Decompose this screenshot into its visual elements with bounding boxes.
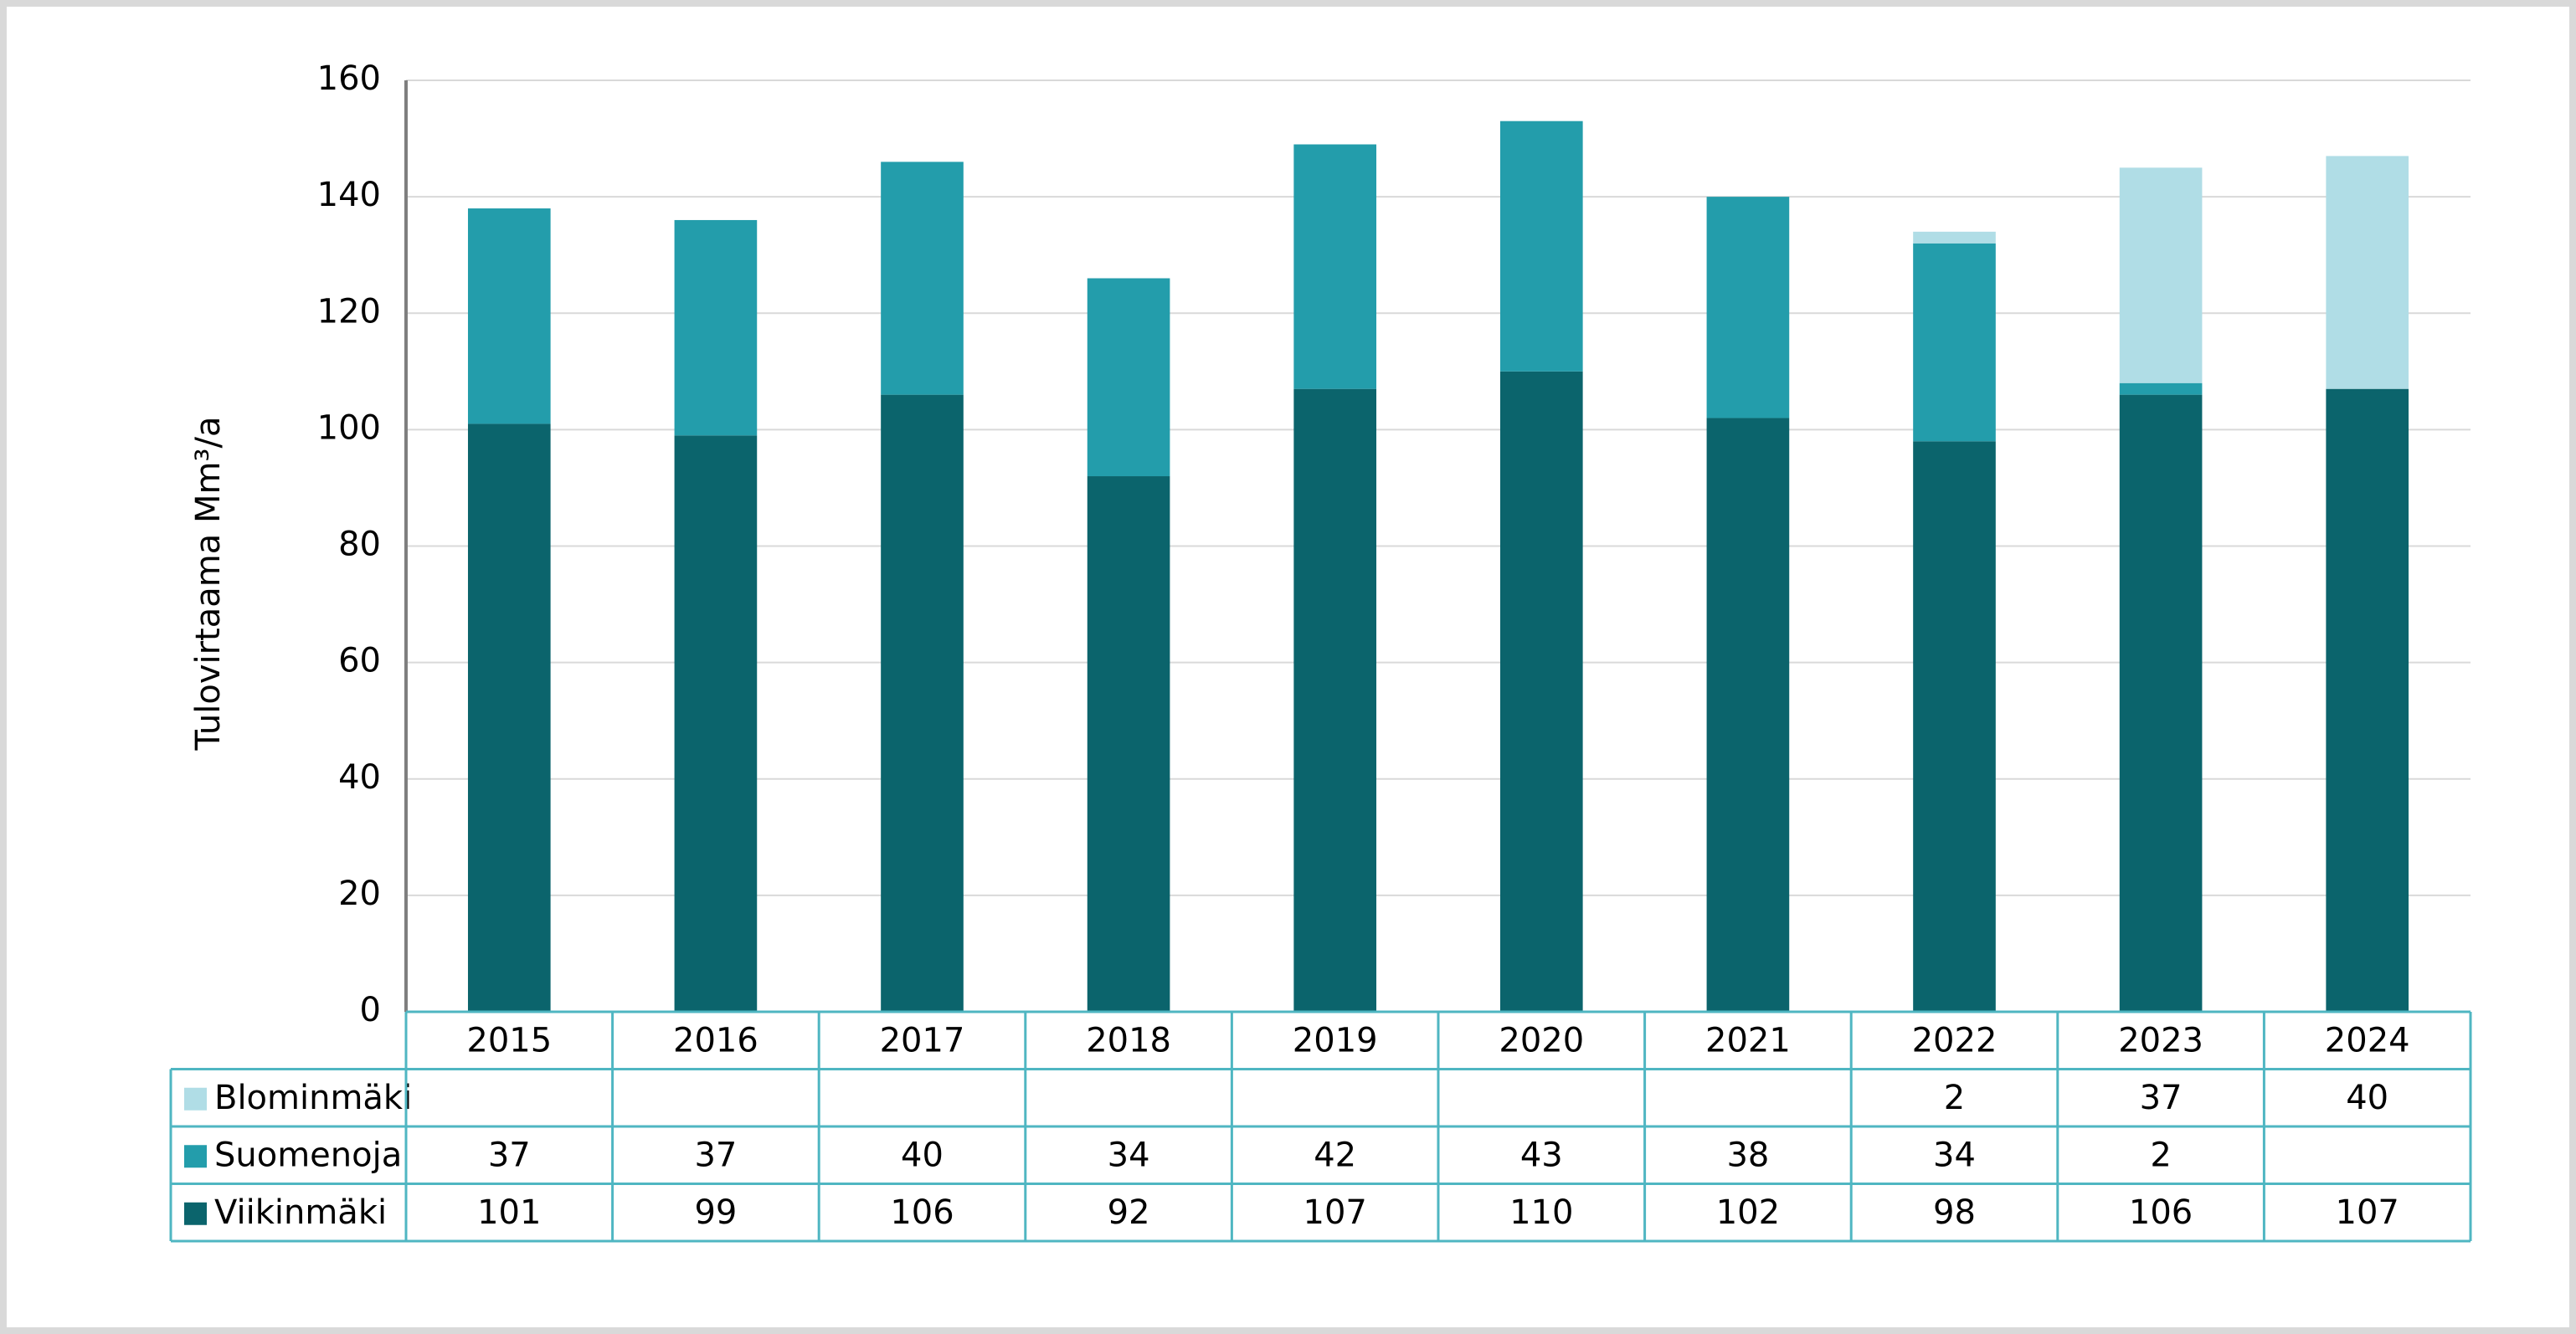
bar-segment — [1293, 388, 1377, 1012]
x-tick-label: 2017 — [880, 1021, 965, 1060]
bar-segment — [2119, 167, 2203, 383]
y-tick-label: 140 — [317, 176, 381, 214]
bar-segment — [467, 423, 551, 1012]
x-tick-label: 2024 — [2325, 1021, 2410, 1060]
x-tick-label: 2019 — [1293, 1021, 1378, 1060]
x-tick-label: 2021 — [1705, 1021, 1791, 1060]
table-value: 42 — [1314, 1136, 1356, 1174]
bar-segment — [1499, 121, 1583, 372]
table-value: 107 — [2336, 1193, 2399, 1232]
table-value: 38 — [1726, 1136, 1769, 1174]
bar-segment — [1087, 476, 1170, 1012]
bar-segment — [1913, 441, 1996, 1012]
table-value: 40 — [901, 1136, 944, 1174]
table-value: 40 — [2346, 1079, 2388, 1117]
table-value: 2 — [2150, 1136, 2171, 1174]
y-tick-label: 40 — [338, 758, 381, 797]
x-tick-label: 2015 — [466, 1021, 552, 1060]
table-value: 43 — [1520, 1136, 1563, 1174]
table-value: 102 — [1716, 1193, 1780, 1232]
x-tick-label: 2020 — [1499, 1021, 1584, 1060]
y-tick-label: 0 — [360, 991, 381, 1029]
table-value: 37 — [694, 1136, 737, 1174]
table-value: 106 — [2129, 1193, 2193, 1232]
bar-segment — [2119, 394, 2203, 1012]
legend-label: Viikinmäki — [214, 1193, 387, 1232]
bar-segment — [1293, 144, 1377, 389]
bar-segment — [881, 162, 964, 395]
x-tick-label: 2023 — [2118, 1021, 2203, 1060]
bar-segment — [1706, 197, 1790, 418]
bar-segment — [2326, 388, 2409, 1012]
legend-swatch — [184, 1145, 207, 1168]
y-tick-label: 60 — [338, 642, 381, 680]
table-value: 2 — [1944, 1079, 1965, 1117]
table-value: 98 — [1933, 1193, 1976, 1232]
bar-segment — [1913, 243, 1996, 442]
legend-swatch — [184, 1087, 207, 1111]
legend-swatch — [184, 1202, 207, 1225]
bar-segment — [881, 394, 964, 1012]
legend-label: Blominmäki — [214, 1079, 412, 1117]
y-axis-label: Tulovirtaama Mm³/a — [189, 417, 228, 752]
table-value: 37 — [2140, 1079, 2183, 1117]
table-value: 34 — [1108, 1136, 1150, 1174]
table-value: 107 — [1303, 1193, 1367, 1232]
x-tick-label: 2016 — [673, 1021, 758, 1060]
bar-segment — [1087, 278, 1170, 477]
legend-label: Suomenoja — [214, 1136, 402, 1174]
table-value: 34 — [1933, 1136, 1976, 1174]
bar-segment — [2326, 156, 2409, 389]
y-tick-label: 160 — [317, 59, 381, 98]
bar-segment — [467, 208, 551, 424]
x-tick-label: 2022 — [1912, 1021, 1998, 1060]
y-tick-label: 80 — [338, 526, 381, 564]
x-tick-label: 2018 — [1086, 1021, 1171, 1060]
y-tick-label: 120 — [317, 292, 381, 331]
bar-segment — [674, 219, 758, 436]
bar-segment — [1913, 231, 1996, 244]
y-tick-label: 20 — [338, 875, 381, 913]
table-value: 101 — [477, 1193, 541, 1232]
table-value: 99 — [694, 1193, 737, 1232]
table-value: 106 — [890, 1193, 954, 1232]
y-tick-label: 100 — [317, 408, 381, 447]
bar-segment — [2119, 382, 2203, 395]
table-value: 110 — [1509, 1193, 1573, 1232]
table-value: 92 — [1108, 1193, 1150, 1232]
bar-segment — [1706, 418, 1790, 1012]
bar-segment — [1499, 371, 1583, 1012]
table-value: 37 — [488, 1136, 531, 1174]
bar-segment — [674, 435, 758, 1012]
